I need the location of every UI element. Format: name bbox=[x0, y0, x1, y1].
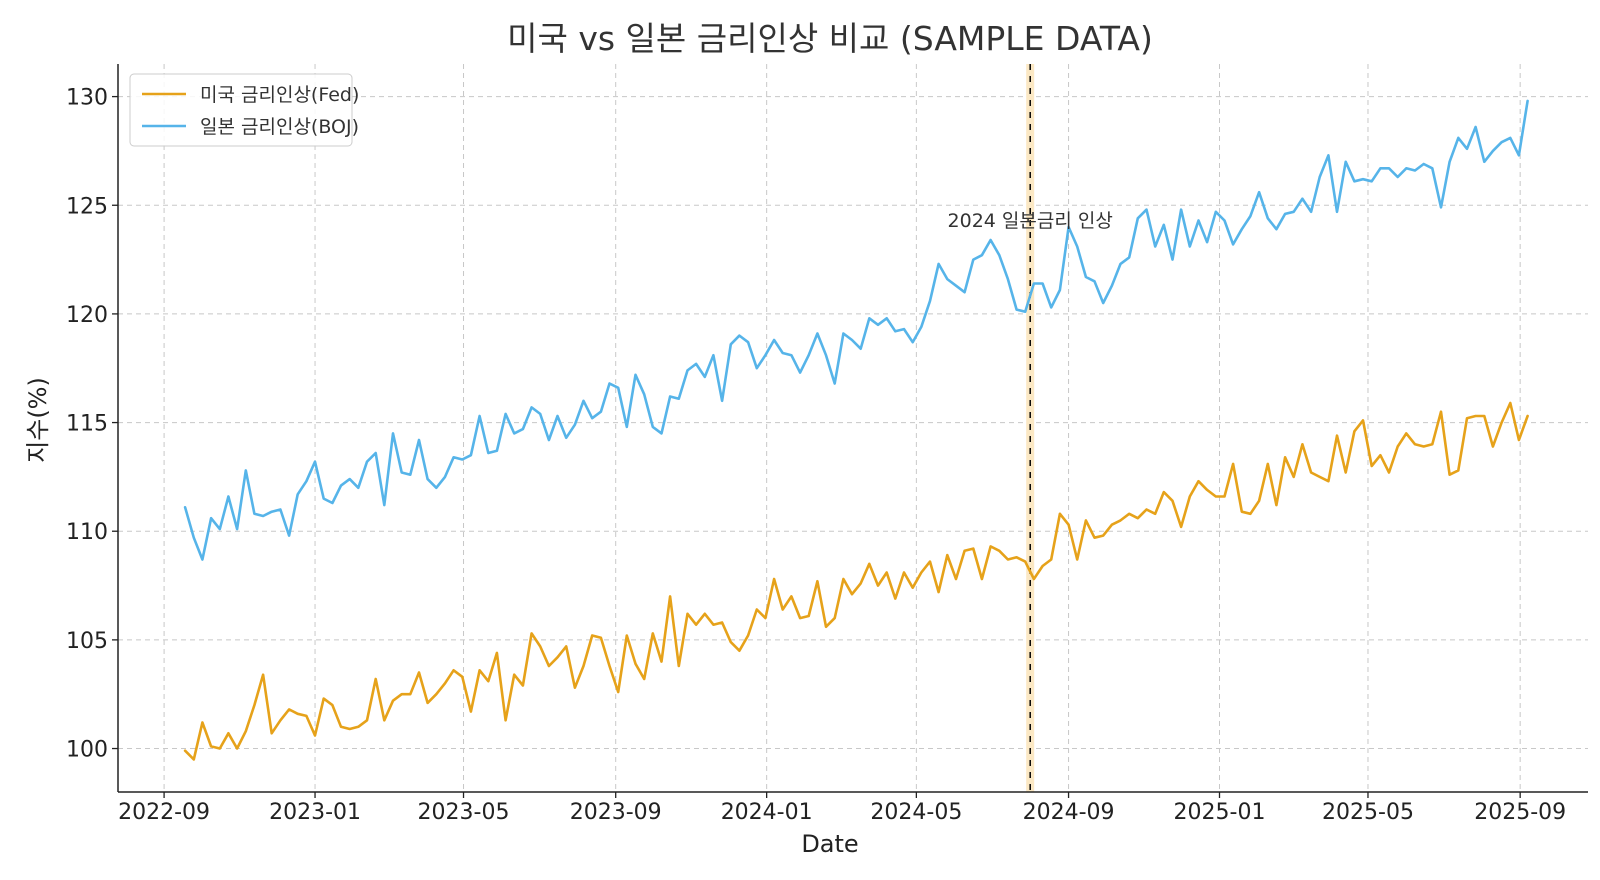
x-tick-label: 2024-09 bbox=[1023, 800, 1115, 825]
x-tick-label: 2023-01 bbox=[269, 800, 361, 825]
chart-title: 미국 vs 일본 금리인상 비교 (SAMPLE DATA) bbox=[507, 19, 1153, 58]
y-tick-label: 100 bbox=[66, 738, 108, 763]
annotation-label: 2024 일본금리 인상 bbox=[948, 210, 1113, 232]
tick-layer: 100 105 110 115 120 125 130 2022-09 2023-01 2023-… bbox=[66, 86, 1566, 825]
y-tick-label: 120 bbox=[66, 303, 108, 328]
legend-label-boj: 일본 금리인상(BOJ) bbox=[200, 116, 359, 138]
legend-label-fed: 미국 금리인상(Fed) bbox=[200, 84, 359, 106]
x-tick-label: 2024-01 bbox=[721, 800, 813, 825]
y-tick-label: 125 bbox=[66, 194, 108, 219]
axes-layer bbox=[117, 64, 1588, 793]
x-axis-title: Date bbox=[801, 830, 858, 858]
x-tick-label: 2025-01 bbox=[1174, 800, 1266, 825]
y-axis-title: 지수(%) bbox=[24, 377, 52, 463]
x-tick-label: 2024-05 bbox=[870, 800, 962, 825]
legend-frame bbox=[129, 73, 353, 147]
y-tick-label: 105 bbox=[66, 629, 108, 654]
x-tick-label: 2023-05 bbox=[418, 800, 510, 825]
y-tick-label: 115 bbox=[66, 412, 108, 437]
y-tick-label: 130 bbox=[66, 86, 108, 111]
x-tick-label: 2025-09 bbox=[1474, 800, 1566, 825]
x-tick-label: 2022-09 bbox=[118, 800, 210, 825]
y-tick-label: 110 bbox=[66, 520, 108, 545]
x-tick-label: 2025-05 bbox=[1322, 800, 1414, 825]
series-line-boj bbox=[183, 99, 1529, 561]
legend: 미국 금리인상(Fed) 일본 금리인상(BOJ) bbox=[129, 73, 359, 147]
x-tick-label: 2023-09 bbox=[570, 800, 662, 825]
series-layer bbox=[183, 99, 1529, 761]
grid-layer bbox=[118, 64, 1588, 792]
series-line-fed bbox=[183, 401, 1529, 761]
